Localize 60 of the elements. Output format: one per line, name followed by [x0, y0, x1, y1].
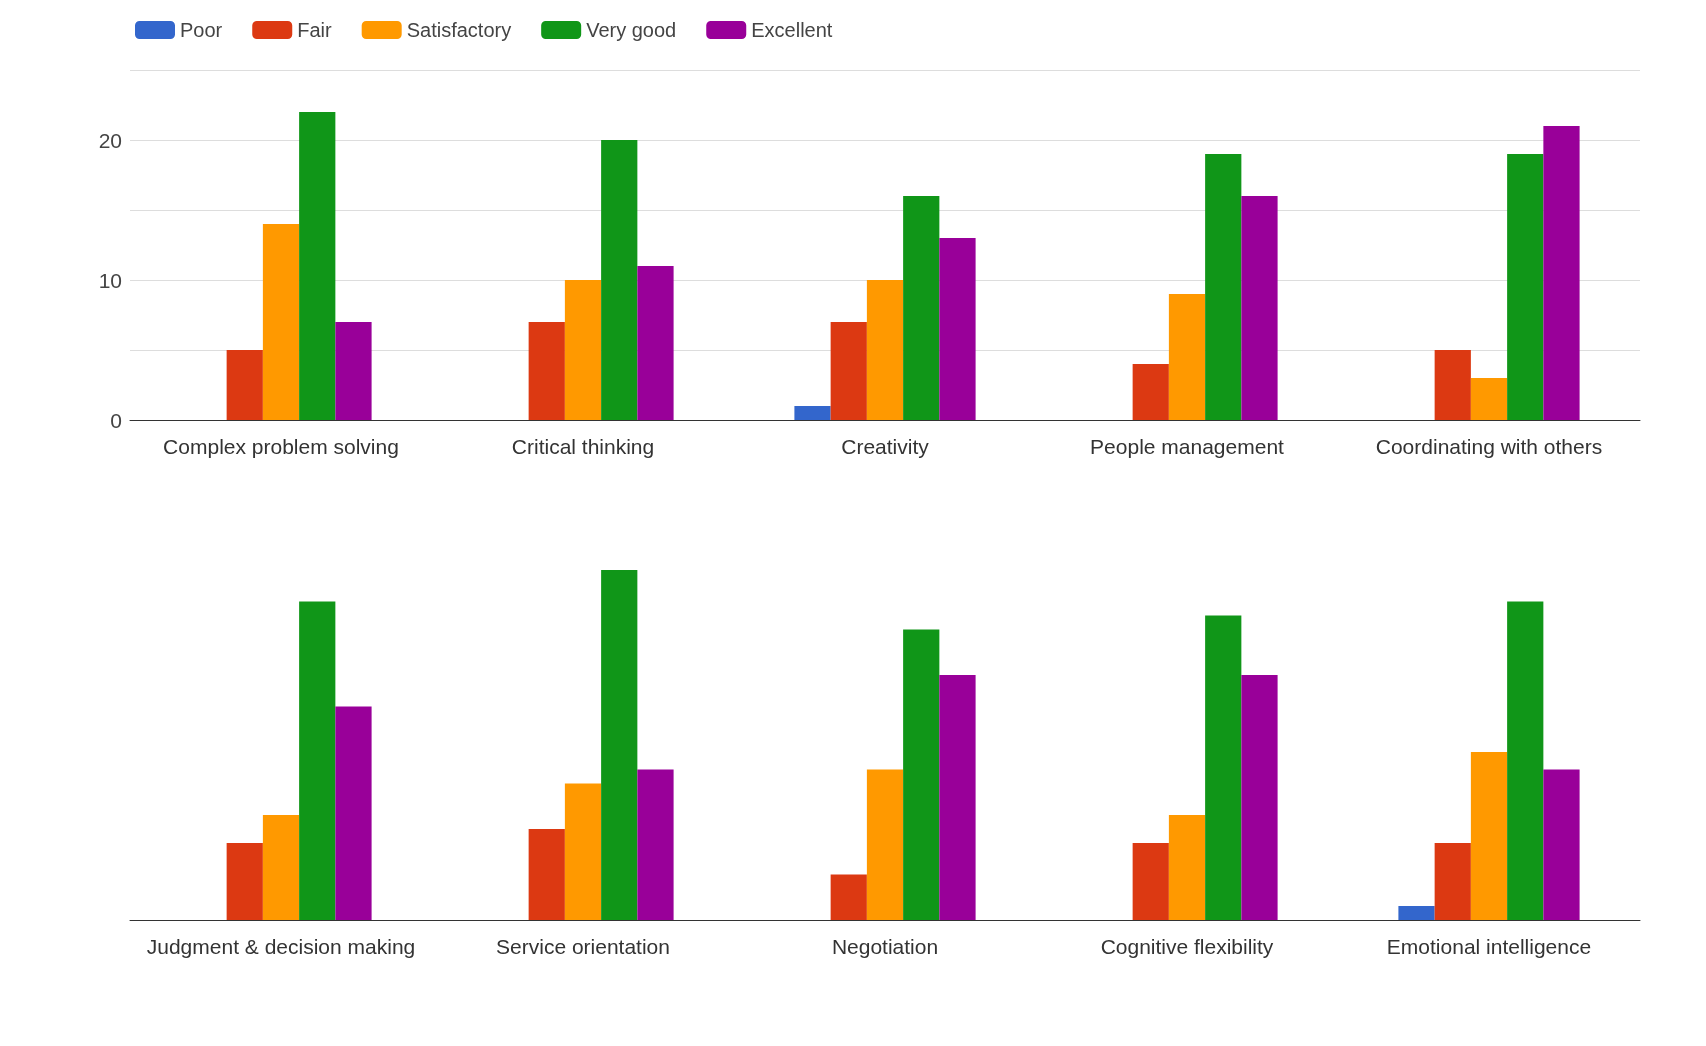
bar [830, 322, 867, 420]
x-tick-label: Service orientation [496, 935, 670, 958]
x-tick-label: Cognitive flexibility [1100, 935, 1274, 958]
bar [262, 224, 300, 420]
x-tick-label: Creativity [841, 435, 930, 458]
bar [903, 629, 940, 920]
legend-label: Very good [586, 19, 677, 41]
legend-label: Fair [297, 19, 333, 41]
x-tick-label: Judgment & decision making [146, 935, 416, 958]
bar [564, 280, 602, 420]
x-tick-label: Emotional intelligence [1386, 935, 1592, 958]
bar [1543, 126, 1580, 420]
bar [903, 196, 940, 420]
bar [794, 406, 831, 420]
bar [939, 675, 976, 920]
bar [601, 140, 638, 420]
bar [1507, 154, 1544, 420]
bar [637, 266, 674, 420]
x-tick-label: Negotiation [831, 935, 939, 958]
bar [866, 280, 904, 420]
bar [226, 843, 263, 920]
legend-label: Poor [180, 19, 223, 41]
bar [299, 601, 336, 920]
bar [528, 829, 565, 920]
bar [1434, 843, 1471, 920]
bar [226, 350, 263, 420]
bar [528, 322, 565, 420]
legend-label: Satisfactory [406, 19, 512, 41]
bar [939, 238, 976, 420]
x-tick-label: Coordinating with others [1375, 435, 1603, 458]
bar [262, 815, 300, 920]
bar [1205, 615, 1242, 920]
y-tick-label: 10 [98, 268, 122, 292]
bar [564, 783, 602, 920]
x-tick-label: People management [1090, 435, 1285, 458]
bar [1470, 752, 1508, 920]
bar [1132, 843, 1169, 920]
bar [1205, 154, 1242, 420]
bar [1470, 378, 1508, 420]
bar [335, 322, 372, 420]
bar [299, 112, 336, 420]
bar [637, 769, 674, 920]
bar [1168, 294, 1206, 420]
bar [1434, 350, 1471, 420]
legend-label: Excellent [751, 19, 833, 41]
bar [1132, 364, 1169, 420]
bar [601, 570, 638, 920]
bar [830, 874, 867, 920]
bar [1398, 906, 1435, 920]
bar [1168, 815, 1206, 920]
y-tick-label: 20 [98, 128, 122, 152]
x-tick-label: Complex problem solving [163, 435, 399, 458]
bar [866, 769, 904, 920]
bar [335, 706, 372, 920]
y-tick-label: 0 [110, 408, 122, 432]
bar [1543, 769, 1580, 920]
bar [1507, 601, 1544, 920]
bar [1241, 675, 1278, 920]
x-tick-label: Critical thinking [511, 435, 655, 458]
bar [1241, 196, 1278, 420]
